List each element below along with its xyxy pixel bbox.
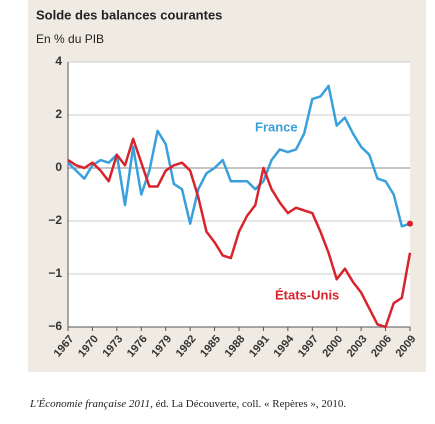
y-tick-label: 0 — [55, 160, 62, 174]
y-tick-label: 2 — [55, 107, 62, 121]
source-title: L'Économie française 2011 — [29, 398, 150, 410]
chart-title: Solde des balances courantes — [36, 7, 222, 22]
y-tick-label: −6 — [48, 319, 62, 333]
series-line — [67, 137, 412, 329]
y-tick-label: −1 — [48, 266, 62, 280]
y-tick-label: −2 — [48, 213, 62, 227]
series-label: France — [255, 119, 298, 134]
source: L'Économie française 2011, éd. La Découv… — [29, 398, 346, 410]
source-rest: , éd. La Découverte, coll. « Repères », … — [150, 398, 346, 410]
series-label: États-Unis — [275, 287, 339, 302]
end-dot — [407, 220, 413, 227]
plot-area — [68, 62, 410, 327]
y-tick-label: 4 — [55, 54, 62, 68]
series-line — [67, 84, 411, 228]
chart-subtitle: En % du PIB — [36, 32, 104, 46]
